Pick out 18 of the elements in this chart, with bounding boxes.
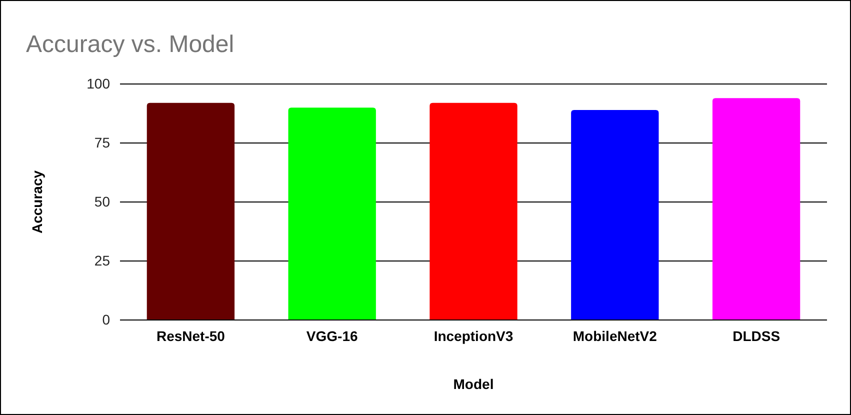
bar: [430, 102, 518, 320]
y-axis-title: Accuracy: [29, 170, 45, 234]
bar: [571, 110, 659, 320]
bar: [712, 98, 800, 320]
x-tick-label: DLDSS: [732, 328, 780, 344]
x-tick-label: VGG-16: [306, 328, 358, 344]
x-tick-label: MobileNetV2: [572, 328, 658, 344]
y-tick-label: 25: [94, 252, 110, 268]
chart-title: Accuracy vs. Model: [26, 31, 234, 58]
bar: [146, 102, 235, 320]
bar: [288, 108, 376, 320]
x-axis-title: Model: [453, 376, 494, 392]
x-tick-label: ResNet-50: [156, 328, 226, 344]
y-tick-label: 0: [102, 311, 110, 328]
y-tick-label: 100: [86, 75, 110, 92]
y-tick-label: 75: [94, 134, 110, 150]
x-tick-label: InceptionV3: [434, 328, 514, 344]
y-tick-label: 50: [94, 193, 110, 210]
